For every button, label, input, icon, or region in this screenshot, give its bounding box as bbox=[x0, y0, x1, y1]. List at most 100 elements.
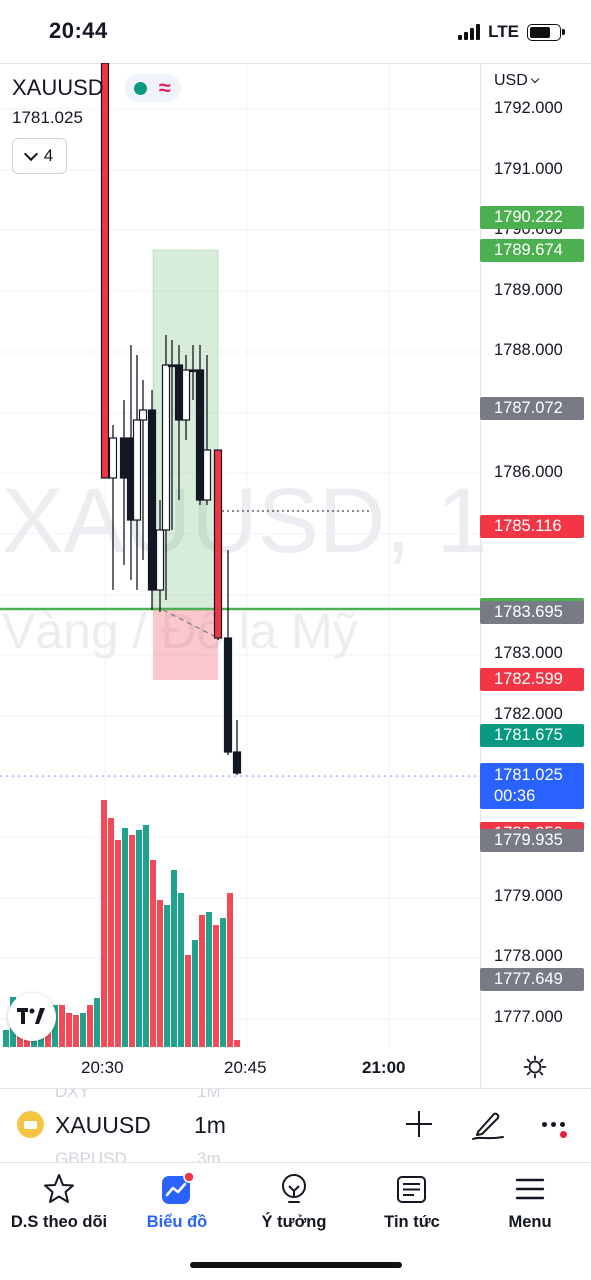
candle-body bbox=[147, 409, 157, 591]
price-axis-label: 1791.000 bbox=[494, 159, 563, 178]
volume-bar bbox=[59, 1005, 65, 1047]
nav-watchlist[interactable]: D.S theo dõi bbox=[0, 1171, 119, 1232]
volume-bar bbox=[101, 800, 107, 1047]
gold-symbol-icon bbox=[17, 1111, 44, 1138]
price-tag: 1782.599 bbox=[480, 667, 584, 691]
price-axis-label: 1786.000 bbox=[494, 462, 563, 481]
volume-bar bbox=[199, 915, 205, 1047]
candle-body bbox=[202, 449, 212, 501]
price-axis-label: 1789.000 bbox=[494, 280, 563, 299]
menu-icon bbox=[515, 1178, 545, 1200]
volume-bar bbox=[3, 1030, 9, 1047]
chart-icon bbox=[162, 1171, 195, 1204]
price-axis-label: 1778.000 bbox=[494, 947, 563, 966]
position-entry-line bbox=[162, 609, 219, 639]
price-axis-label: 1779.000 bbox=[494, 886, 563, 905]
chevron-down-icon bbox=[23, 146, 38, 161]
nav-ideas[interactable]: Ý tưởng bbox=[234, 1171, 354, 1232]
symbol-toolbar: DXY 1M XAUUSD 1m GBPUSD 3m bbox=[0, 1088, 591, 1162]
add-indicator-button[interactable] bbox=[404, 1109, 434, 1139]
candle-body bbox=[132, 419, 142, 521]
chart-pane[interactable] bbox=[0, 63, 591, 1088]
volume-bar bbox=[94, 998, 100, 1047]
market-open-icon bbox=[133, 81, 147, 95]
candle-body bbox=[119, 437, 129, 479]
candle-body bbox=[108, 437, 118, 479]
bar-countdown: 00:36 bbox=[494, 787, 536, 805]
candle-body bbox=[213, 449, 223, 639]
price-tag: 1790.222 bbox=[480, 205, 584, 229]
price-axis-label: 1788.000 bbox=[494, 341, 563, 360]
nav-menu[interactable]: Menu bbox=[470, 1171, 590, 1232]
candlesticks bbox=[100, 63, 242, 775]
timeframe-selector[interactable]: 1m bbox=[194, 1112, 226, 1138]
last-price-tag: 1781.025 00:36 bbox=[480, 763, 584, 809]
volume-bar bbox=[87, 1005, 93, 1047]
volume-bar bbox=[157, 900, 163, 1047]
volume-bar bbox=[143, 825, 149, 1047]
more-options-icon[interactable] bbox=[540, 1119, 570, 1139]
time-label: 21:00 bbox=[362, 1058, 406, 1077]
volume-bar bbox=[150, 860, 156, 1047]
candle-body bbox=[167, 364, 177, 368]
tradingview-logo[interactable] bbox=[8, 993, 56, 1041]
drawing-tools-icon[interactable] bbox=[470, 1106, 506, 1142]
candle-body bbox=[223, 637, 233, 753]
volume-bar bbox=[115, 840, 121, 1047]
price-axis-label: 1777.000 bbox=[494, 1008, 563, 1026]
lightbulb-icon bbox=[282, 1174, 306, 1203]
nav-chart[interactable]: Biểu đồ bbox=[117, 1171, 237, 1232]
indicators-toggle-button[interactable]: 4 bbox=[12, 138, 67, 174]
price-tag: 1781.675 bbox=[480, 723, 584, 747]
volume-bar bbox=[206, 912, 212, 1047]
chart-settings-icon[interactable] bbox=[523, 1055, 547, 1079]
price-tag: 1787.072 bbox=[480, 396, 584, 420]
notification-dot bbox=[560, 1131, 567, 1138]
volume-bar bbox=[164, 905, 170, 1047]
volume-bar bbox=[171, 870, 177, 1047]
nav-label: Ý tưởng bbox=[261, 1213, 327, 1231]
volume-bar bbox=[80, 1013, 86, 1047]
nav-news[interactable]: Tin tức bbox=[352, 1171, 472, 1232]
volume-bar bbox=[192, 940, 198, 1047]
nav-label: D.S theo dõi bbox=[10, 1213, 108, 1231]
volume-bar bbox=[122, 828, 128, 1047]
price-tag: 1777.649 bbox=[480, 967, 584, 991]
status-time: 20:44 bbox=[49, 18, 108, 43]
network-type: LTE bbox=[488, 22, 519, 41]
indicators-count: 4 bbox=[43, 146, 54, 165]
volume-bar bbox=[108, 818, 114, 1047]
time-label: 20:30 bbox=[81, 1058, 124, 1077]
symbol-selector[interactable]: XAUUSD bbox=[55, 1112, 151, 1138]
price-tag: 1789.674 bbox=[480, 238, 584, 262]
candle-body bbox=[174, 364, 184, 421]
long-position-loss-zone[interactable] bbox=[153, 610, 218, 680]
home-indicator bbox=[190, 1262, 402, 1268]
volume-bar bbox=[220, 918, 226, 1047]
delayed-data-icon: ≈ bbox=[158, 75, 171, 100]
currency-select[interactable]: USD bbox=[494, 72, 540, 90]
candle-body bbox=[181, 369, 191, 421]
watermark-symbol: XAUUSD, 1 bbox=[2, 470, 488, 572]
chevron-down-icon bbox=[530, 74, 540, 84]
market-status-pill[interactable]: ≈ bbox=[123, 74, 181, 102]
price-tag: 1785.116 bbox=[480, 515, 584, 539]
price-scale-divider bbox=[480, 63, 481, 1088]
bottom-navigation: D.S theo dõi Biểu đồ Ý tưởng Tin tức bbox=[0, 1162, 591, 1280]
price-axis-label: 1783.000 bbox=[494, 644, 563, 663]
volume-bar bbox=[234, 1040, 240, 1047]
volume-bar bbox=[73, 1015, 79, 1047]
volume-bar bbox=[178, 893, 184, 1047]
news-icon bbox=[397, 1176, 426, 1203]
star-icon bbox=[44, 1174, 74, 1203]
volume-bar bbox=[136, 830, 142, 1047]
candle-body bbox=[138, 409, 148, 421]
nav-label: Biểu đồ bbox=[146, 1213, 208, 1231]
legend-symbol[interactable]: XAUUSD bbox=[12, 75, 104, 100]
battery-icon bbox=[527, 23, 565, 41]
candle-body bbox=[161, 364, 171, 531]
candle-body bbox=[100, 63, 110, 479]
volume-bar bbox=[185, 955, 191, 1047]
symbol-legend[interactable]: XAUUSD ≈ bbox=[12, 74, 181, 102]
price-chart[interactable]: XAUUSD, 1 Vàng / Đô la Mỹ bbox=[0, 63, 591, 1088]
